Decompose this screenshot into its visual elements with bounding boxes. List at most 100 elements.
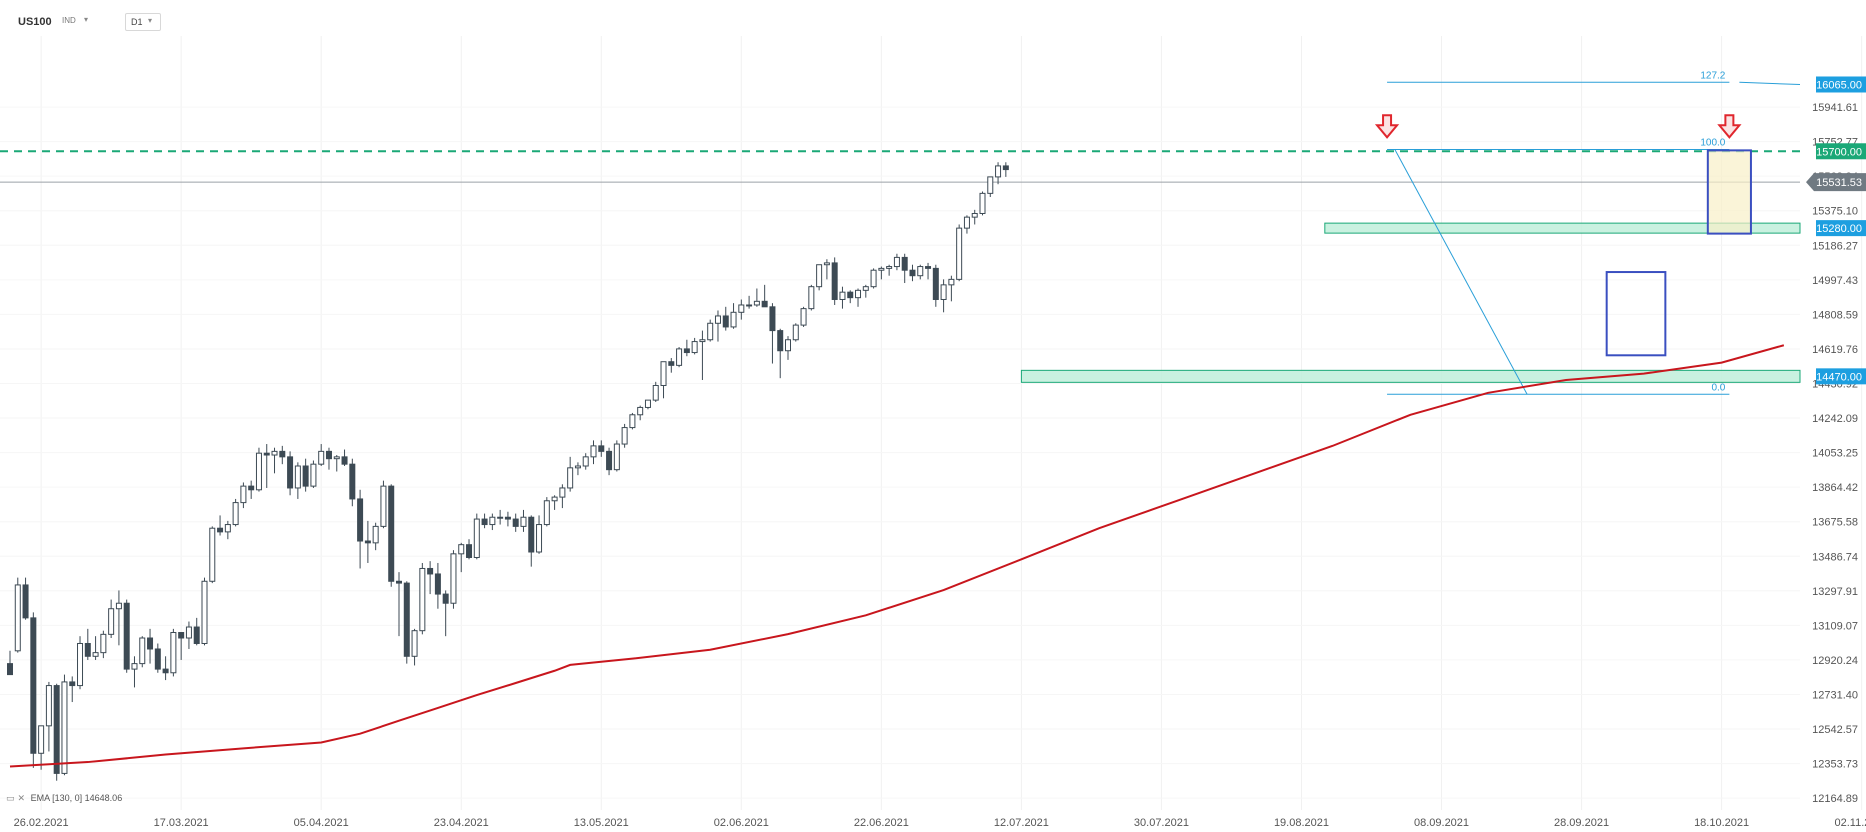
bearish-candle — [769, 306, 776, 332]
bullish-candle — [746, 304, 753, 307]
bullish-candle — [224, 524, 231, 533]
y-tick-label: 12542.57 — [1812, 724, 1858, 736]
bullish-candle — [411, 630, 418, 657]
bullish-candle — [714, 315, 721, 324]
bearish-candle — [442, 593, 449, 604]
bullish-candle — [660, 361, 667, 386]
bearish-candle — [349, 463, 356, 500]
bullish-candle — [862, 286, 869, 291]
bearish-candle — [434, 573, 441, 595]
bearish-candle — [388, 485, 395, 582]
y-tick-label: 13109.07 — [1812, 620, 1858, 632]
bullish-candle — [738, 304, 745, 313]
support-zone-14470 — [1020, 369, 1801, 383]
bearish-candle — [901, 256, 908, 271]
bearish-candle — [925, 266, 932, 269]
bullish-candle — [707, 322, 714, 341]
bullish-candle — [613, 443, 620, 471]
bearish-candle — [364, 540, 371, 544]
bearish-candle — [722, 315, 729, 328]
settings-icon[interactable]: ▭ — [6, 793, 15, 803]
bullish-candle — [310, 463, 317, 487]
indicator-value: 14648.06 — [84, 793, 123, 803]
bullish-candle — [419, 567, 426, 632]
bullish-candle — [940, 284, 947, 300]
y-tick-label: 13864.42 — [1812, 482, 1858, 494]
candlestick-series — [7, 162, 1009, 781]
bullish-candle — [38, 725, 45, 754]
bullish-candle — [917, 266, 924, 277]
bearish-candle — [302, 465, 309, 487]
fibonacci-retracement: 127.2 100.0 0.0 — [1387, 70, 1801, 395]
bullish-candle — [333, 456, 340, 460]
x-tick-label: 28.09.2021 — [1554, 817, 1609, 829]
bearish-candle — [761, 300, 768, 308]
symbol-label[interactable]: US100 — [18, 16, 52, 28]
bullish-candle — [855, 289, 862, 299]
bearish-candle — [287, 456, 294, 489]
bullish-candle — [240, 485, 247, 504]
bullish-candle — [380, 485, 387, 527]
bullish-candle — [878, 267, 885, 271]
bullish-candle — [816, 264, 823, 288]
bearish-candle — [69, 681, 76, 687]
bearish-candle — [357, 498, 364, 542]
bullish-candle — [271, 450, 278, 456]
indicator-name: EMA — [30, 793, 50, 803]
chevron-down-icon[interactable]: ▾ — [84, 15, 89, 24]
bullish-candle — [691, 341, 698, 354]
bullish-candle — [971, 212, 978, 218]
x-tick-label: 02.11.2021 — [1835, 817, 1866, 829]
bearish-candle — [325, 450, 332, 460]
indicator-legend[interactable]: ▭ ✕ EMA [130, 0] 14648.06 — [6, 793, 122, 804]
timeframe-select[interactable]: D1 ▾ — [125, 13, 161, 31]
bullish-candle — [139, 637, 146, 665]
bullish-candle — [255, 452, 262, 491]
x-tick-label: 23.04.2021 — [434, 817, 489, 829]
bullish-candle — [131, 663, 138, 670]
current-price-tag-bg — [1806, 173, 1866, 192]
price-tag-16065: 16065.00 — [1816, 79, 1862, 91]
bearish-candle — [1002, 165, 1009, 171]
y-tick-label: 14619.76 — [1812, 344, 1858, 356]
x-tick-label: 26.02.2021 — [14, 817, 69, 829]
bullish-candle — [644, 399, 651, 408]
y-tick-label: 14808.59 — [1812, 309, 1858, 321]
x-tick-label: 02.06.2021 — [714, 817, 769, 829]
y-tick-label: 13675.58 — [1812, 517, 1858, 529]
bearish-candle — [193, 626, 200, 644]
current-price-tag: 15531.53 — [1816, 177, 1862, 189]
bullish-candle — [870, 269, 877, 288]
bearish-candle — [668, 361, 675, 366]
bullish-candle — [185, 626, 192, 639]
bullish-candle — [753, 300, 760, 306]
bearish-candle — [279, 450, 286, 458]
chart-grid — [0, 36, 1863, 810]
bullish-candle — [201, 580, 208, 644]
bullish-candle — [823, 262, 830, 266]
bullish-candle — [372, 525, 379, 544]
bullish-candle — [170, 632, 177, 674]
bullish-candle — [800, 308, 807, 326]
bearish-candle — [341, 456, 348, 465]
bullish-candle — [987, 176, 994, 194]
bearish-candle — [831, 262, 838, 300]
bearish-candle — [178, 632, 185, 639]
x-tick-label: 05.04.2021 — [294, 817, 349, 829]
bearish-candle — [217, 527, 224, 533]
bullish-candle — [956, 227, 963, 280]
x-tick-label: 22.06.2021 — [854, 817, 909, 829]
support-zone-15280 — [1324, 222, 1801, 234]
y-tick-label: 15186.27 — [1812, 240, 1858, 252]
bullish-candle — [14, 584, 21, 652]
consolidation-box — [1605, 271, 1667, 357]
bullish-candle — [536, 524, 543, 553]
bearish-candle — [53, 685, 60, 774]
bearish-candle — [162, 668, 169, 674]
close-icon[interactable]: ✕ — [17, 793, 26, 803]
bullish-candle — [209, 527, 216, 582]
x-tick-label: 19.08.2021 — [1274, 817, 1329, 829]
bullish-candle — [294, 465, 301, 489]
bearish-candle — [466, 544, 473, 558]
